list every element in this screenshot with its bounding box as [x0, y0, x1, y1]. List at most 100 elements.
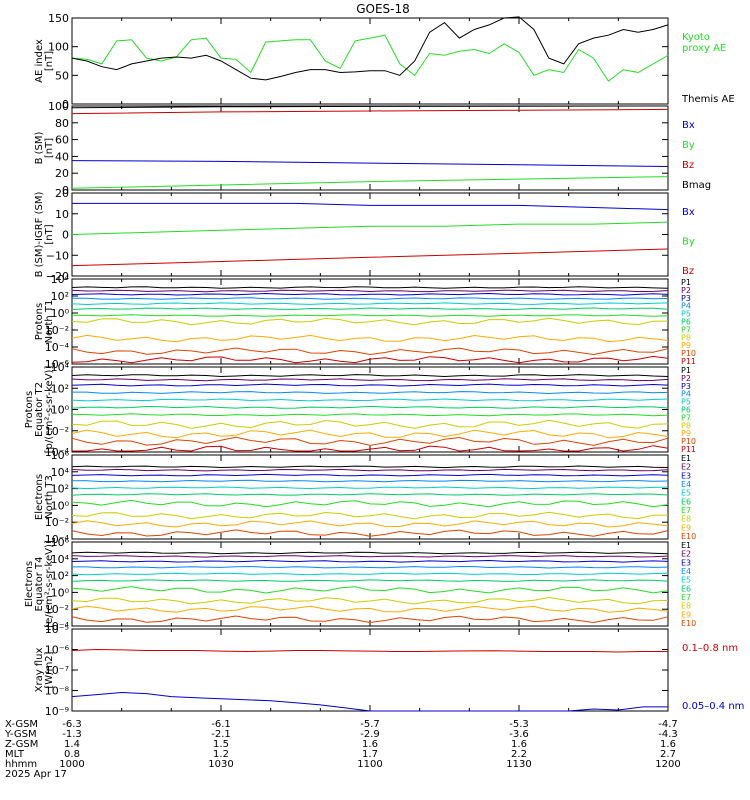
ephemeris-value: -5.3 [509, 719, 529, 730]
channel-label: P11 [681, 357, 696, 366]
legend-label: Bz [682, 266, 694, 277]
panel-xray: 10⁻⁹ 10⁻⁸ 10⁻⁷ 10⁻⁶ 10⁻⁵ Xray flux [W/m2] 0.1–0… [34, 623, 744, 718]
y-tick-label: 10⁻² [45, 425, 69, 438]
y-tick-label: 10 [55, 208, 69, 221]
ephemeris-value: 2.7 [660, 749, 676, 760]
y-tick-label: 10⁴ [51, 361, 70, 374]
y-tick-label: −20 [46, 270, 69, 283]
channel-line-e8 [71, 596, 669, 605]
y-tick-label: 80 [55, 117, 69, 130]
y-tick-label: 10² [51, 570, 69, 583]
channel-line-p1 [71, 286, 669, 289]
y-axis-title: North T3 [44, 475, 55, 519]
y-tick-label: 10⁻⁵ [45, 623, 69, 636]
y-tick-label: 10⁰ [51, 307, 70, 320]
channel-line-p11 [72, 445, 669, 452]
panel-pequ: 10⁻⁴ 10⁻² 10⁰ 10² 10⁴ Protons Equator T2 [p/(cm… [24, 361, 696, 459]
panel-frame [71, 454, 669, 540]
ephemeris-row-label: X-GSM [5, 719, 38, 730]
ephemeris-value: 1130 [506, 759, 531, 770]
ephemeris-value: -2.1 [211, 729, 231, 740]
channel-label: E7 [681, 593, 691, 602]
channel-label: E4 [681, 480, 691, 489]
ephemeris-value: -4.3 [658, 729, 678, 740]
ephemeris-value: -3.6 [509, 729, 529, 740]
channel-label: E10 [681, 532, 696, 541]
channel-line-p1 [71, 374, 669, 378]
legend-label: Bmag [682, 180, 711, 191]
ephemeris-value: -5.7 [360, 719, 380, 730]
channel-line-e10 [71, 529, 669, 537]
y-axis-title: Electrons [34, 474, 45, 520]
channel-label: E1 [681, 454, 691, 463]
series-line-kyoto-proxy-ae [71, 34, 669, 82]
ephemeris-value: -4.7 [658, 719, 678, 730]
y-tick-label: 10⁻⁷ [45, 664, 69, 677]
series-line-bz [71, 248, 669, 267]
channel-line-p9 [71, 429, 669, 439]
channel-label: P10 [681, 349, 696, 358]
channel-line-p6 [71, 405, 669, 409]
ephemeris-value: 1030 [208, 759, 233, 770]
channel-label: P9 [681, 429, 691, 438]
y-axis-title: Equator T2 [34, 382, 45, 437]
channel-label: P11 [681, 445, 696, 454]
y-tick-label: 0 [62, 184, 69, 197]
channel-label: E2 [681, 463, 691, 472]
series-line-bx [71, 160, 669, 167]
channel-line-p8 [71, 317, 669, 326]
y-tick-label: 10⁶ [51, 449, 70, 462]
channel-line-e9 [71, 520, 669, 528]
channel-label: P5 [681, 310, 691, 319]
y-tick-label: 10⁻⁶ [45, 358, 70, 371]
channel-label: E9 [681, 610, 691, 619]
y-tick-label: 40 [55, 150, 69, 163]
channel-label: P10 [681, 437, 696, 446]
channel-label: E4 [681, 567, 691, 576]
y-tick-label: 10⁻⁴ [45, 533, 70, 546]
ephemeris-value: 1.5 [213, 739, 229, 750]
panel-pnorth: 10⁻⁶ 10⁻⁴ 10⁻² 10⁰ 10² 10⁴ Protons North T1 P1P2… [34, 273, 696, 371]
channel-line-e1 [71, 551, 669, 555]
ephemeris-row-label: Y-GSM [4, 729, 37, 740]
channel-line-e2 [71, 468, 669, 472]
channel-label: P8 [681, 421, 691, 430]
channel-label: P4 [681, 302, 691, 311]
channel-label: E6 [681, 584, 691, 593]
series-line-bx [72, 202, 669, 211]
channel-line-p7 [71, 413, 669, 417]
ephemeris-row-label: 2025 Apr 17 [5, 769, 67, 780]
legend-label: Bx [682, 120, 695, 131]
channel-label: E10 [681, 619, 696, 628]
y-axis-title: [nT] [44, 138, 55, 158]
channel-label: E8 [681, 602, 691, 611]
channel-label: E6 [681, 497, 691, 506]
ephemeris-value: -1.3 [62, 729, 82, 740]
channel-line-e10 [71, 615, 669, 624]
legend-label: proxy AE [682, 43, 726, 54]
y-tick-label: 20 [55, 167, 69, 180]
y-tick-label: 10⁴ [51, 273, 70, 286]
y-tick-label: 0 [62, 229, 69, 242]
ephemeris-value: 1.2 [213, 749, 229, 760]
ephemeris-value: 1.6 [362, 739, 378, 750]
y-tick-label: 10² [51, 290, 69, 303]
channel-label: P4 [681, 390, 691, 399]
ephemeris-value: 2.2 [511, 749, 527, 760]
channel-label: P1 [681, 366, 691, 375]
channel-line-p6 [71, 307, 669, 311]
channel-label: P6 [681, 318, 691, 327]
ephemeris-value: -6.1 [211, 719, 231, 730]
channel-label: E7 [681, 506, 691, 515]
channel-line-e6 [71, 493, 669, 496]
y-tick-label: 100 [48, 41, 69, 54]
channel-label: P9 [681, 341, 691, 350]
ephemeris-value: 1.6 [511, 739, 527, 750]
channel-line-e8 [71, 511, 669, 520]
channel-line-p4 [72, 391, 669, 395]
channel-line-e1 [71, 465, 669, 469]
